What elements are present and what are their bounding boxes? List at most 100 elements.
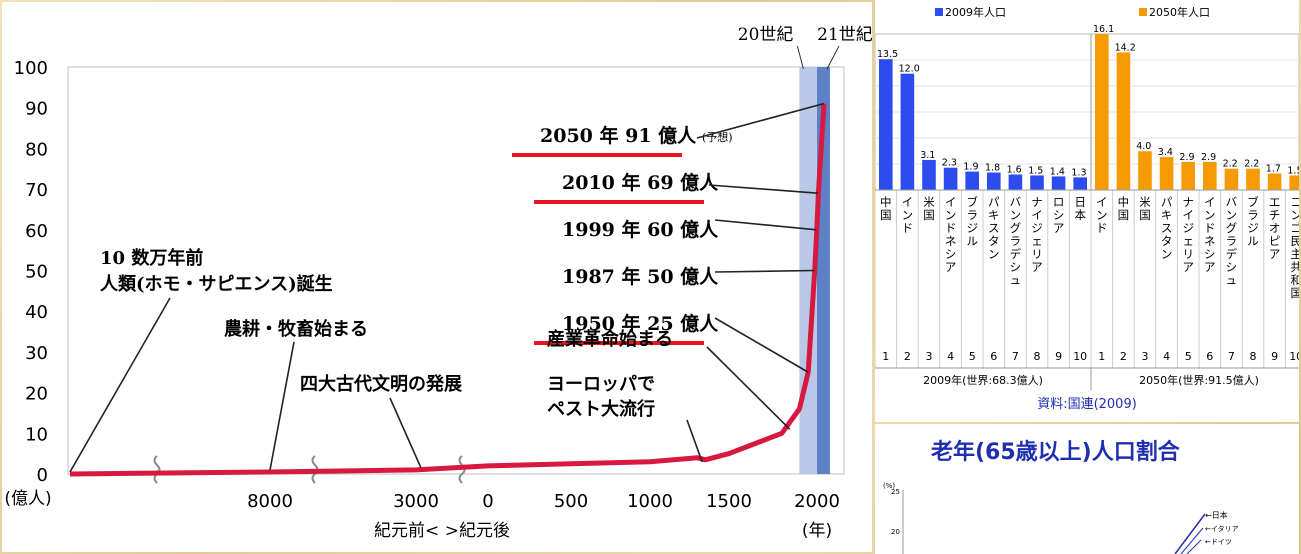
rank-label: 7 <box>1012 350 1019 363</box>
annotation-pointer-a2050 <box>696 102 824 139</box>
category-label-char: チ <box>1269 208 1281 222</box>
bar <box>1030 175 1044 190</box>
y-tick-label: 40 <box>25 302 48 323</box>
bar-value-label: 3.4 <box>1158 147 1173 158</box>
category-label-char: ス <box>1161 221 1173 235</box>
category-label-char: ロ <box>1053 195 1065 209</box>
category-label-char: ピ <box>1269 234 1281 248</box>
x-axis-title: 紀元前< >紀元後 <box>374 521 510 541</box>
rank-label: 1 <box>1098 350 1105 363</box>
category-label-char: ア <box>1053 221 1065 235</box>
category-label-char: ン <box>902 208 914 222</box>
category-label-char: ジ <box>1247 221 1259 235</box>
legend-swatch-2050 <box>1139 8 1147 16</box>
x-tick-label: 1500 <box>706 491 752 512</box>
bar-value-label: 16.1 <box>1093 24 1114 35</box>
category-label-char: ン <box>945 208 957 222</box>
x-unit-label: (年) <box>802 521 832 541</box>
rank-label: 6 <box>1206 350 1213 363</box>
source-note: 資料:国連(2009) <box>1037 397 1137 412</box>
category-label-char: ン <box>1161 247 1173 261</box>
category-label-char: ン <box>1290 208 1299 222</box>
category-label-char: 民 <box>1290 234 1299 248</box>
bar-value-label: 12.0 <box>899 64 920 75</box>
category-label-char: ン <box>1010 208 1022 222</box>
category-label-char: イ <box>1031 208 1043 222</box>
x-tick-label: 2000 <box>794 491 840 512</box>
annotation-pointer-a2010 <box>708 184 818 194</box>
bar-value-label: 2.2 <box>1244 159 1259 170</box>
category-label-char: 主 <box>1290 247 1299 261</box>
rank-label: 5 <box>969 350 976 363</box>
category-label-char: ネ <box>1204 234 1216 248</box>
aging-line-germany <box>1186 539 1202 554</box>
y-unit-label: (億人) <box>4 489 51 509</box>
aging-series-label-germany: ←ドイツ <box>1205 538 1232 546</box>
category-label-char: ル <box>1247 234 1259 248</box>
annotation-pointer-plague <box>686 419 703 463</box>
category-label-char: ラ <box>1010 234 1022 248</box>
category-label-char: イ <box>1204 195 1216 209</box>
category-label-char: 本 <box>1074 208 1086 222</box>
y-tick-label: 70 <box>25 180 48 201</box>
category-label-char: パ <box>1161 195 1173 209</box>
category-label-char: ン <box>1204 208 1216 222</box>
aging-ratio-svg: (%)25 20 ←日本 ←イタリア ←ドイツ <box>883 482 1239 554</box>
rank-label: 10 <box>1289 350 1299 363</box>
bar-value-label: 4.0 <box>1136 141 1151 152</box>
y-tick-label: 50 <box>25 262 48 283</box>
x-tick-label: 500 <box>554 491 588 512</box>
rank-label: 8 <box>1250 350 1257 363</box>
rank-label: 8 <box>1034 350 1041 363</box>
population-history-svg: 20世紀 21世紀 0 10 20 30 40 50 60 70 80 90 100 (億人) 8000 30… <box>4 25 872 541</box>
category-label-char: ラ <box>1247 208 1259 222</box>
bar <box>1095 34 1109 190</box>
aging-line-japan <box>1174 513 1206 554</box>
bar-value-label: 13.5 <box>877 49 898 60</box>
aging-y-unit: (%) <box>883 482 895 490</box>
group-label-2050: 2050年(世界:91.5億人) <box>1139 373 1259 387</box>
category-label-char: 中 <box>880 195 892 209</box>
category-label-char: ア <box>1182 260 1194 274</box>
bar-value-label: 2.3 <box>942 158 957 169</box>
annotation-homo-line1: 10 数万年前 <box>100 247 203 269</box>
category-label-char: ア <box>945 260 957 274</box>
bar-value-label: 1.8 <box>985 163 1000 174</box>
category-label-char: シ <box>1226 260 1238 274</box>
aging-line-italy <box>1180 527 1204 554</box>
category-label-char: ナ <box>1031 195 1043 209</box>
category-label-char: シ <box>1204 247 1216 261</box>
annotation-a1999: 1999 年 60 億人 <box>562 218 719 241</box>
category-label-char: イ <box>902 195 914 209</box>
bar <box>943 167 958 190</box>
annotation-pointer-a1999 <box>714 219 817 231</box>
category-label-char: 米 <box>923 195 935 209</box>
category-label-char: キ <box>988 208 1000 222</box>
annotation-homo-line2: 人類(ホモ・サピエンス)誕生 <box>100 273 333 295</box>
category-label-char: 日 <box>1074 195 1086 209</box>
bar <box>1159 157 1174 190</box>
top-countries-chart: 2009年人口 2050年人口 13.5 中国 1 12.0 インド 2 3.1 米国 3 2.3 イン… <box>875 0 1299 422</box>
rank-label: 5 <box>1185 350 1192 363</box>
bar <box>1116 52 1131 190</box>
annotation-pointer-homo <box>69 297 171 473</box>
annotation-plague-line2: ペスト大流行 <box>547 398 655 420</box>
rank-label: 3 <box>1142 350 1149 363</box>
bar <box>1138 151 1152 190</box>
category-label-char: ュ <box>1226 273 1238 287</box>
y-tick-label: 80 <box>25 139 48 160</box>
category-label-char: ン <box>988 247 1000 261</box>
category-label-char: 国 <box>1118 208 1130 222</box>
era-label-20th: 20世紀 <box>738 25 794 45</box>
aging-series-label-italy: ←イタリア <box>1205 524 1239 533</box>
category-label-char: グ <box>1010 221 1022 235</box>
category-label-char: ェ <box>1031 234 1043 248</box>
y-tick-label: 100 <box>14 58 48 79</box>
category-label-char: ス <box>988 221 1000 235</box>
annotation-industrial: 産業革命始まる <box>547 328 673 350</box>
annotation-a2010: 2010 年 69 億人 <box>562 171 719 194</box>
annotation-a2050: 2050 年 91 億人 <box>540 124 697 147</box>
x-tick-label: 3000 <box>393 491 439 512</box>
bar-value-label: 1.7 <box>1266 164 1281 175</box>
annotation-pointer-civilization <box>389 397 422 469</box>
